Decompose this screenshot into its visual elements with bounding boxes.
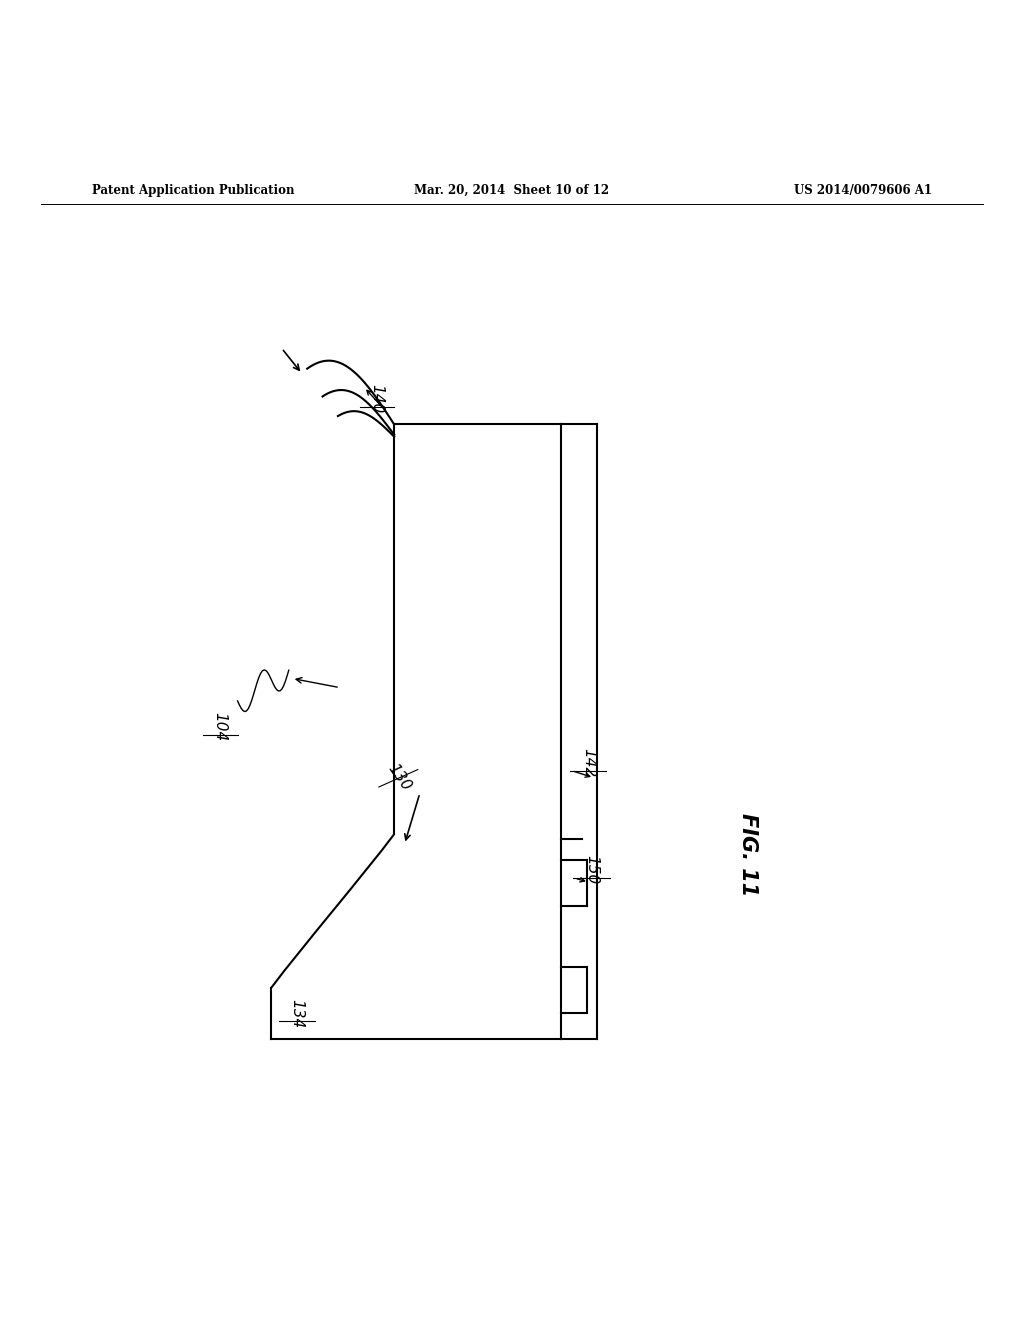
Text: FIG. 11: FIG. 11	[737, 813, 758, 896]
Text: 150: 150	[585, 855, 599, 884]
Text: Mar. 20, 2014  Sheet 10 of 12: Mar. 20, 2014 Sheet 10 of 12	[415, 183, 609, 197]
Text: US 2014/0079606 A1: US 2014/0079606 A1	[794, 183, 932, 197]
Text: 140: 140	[370, 384, 384, 413]
Text: Patent Application Publication: Patent Application Publication	[92, 183, 295, 197]
Text: 134: 134	[290, 999, 304, 1028]
Text: 104: 104	[213, 711, 227, 742]
Text: 142: 142	[582, 747, 596, 777]
Text: 130: 130	[385, 762, 414, 795]
